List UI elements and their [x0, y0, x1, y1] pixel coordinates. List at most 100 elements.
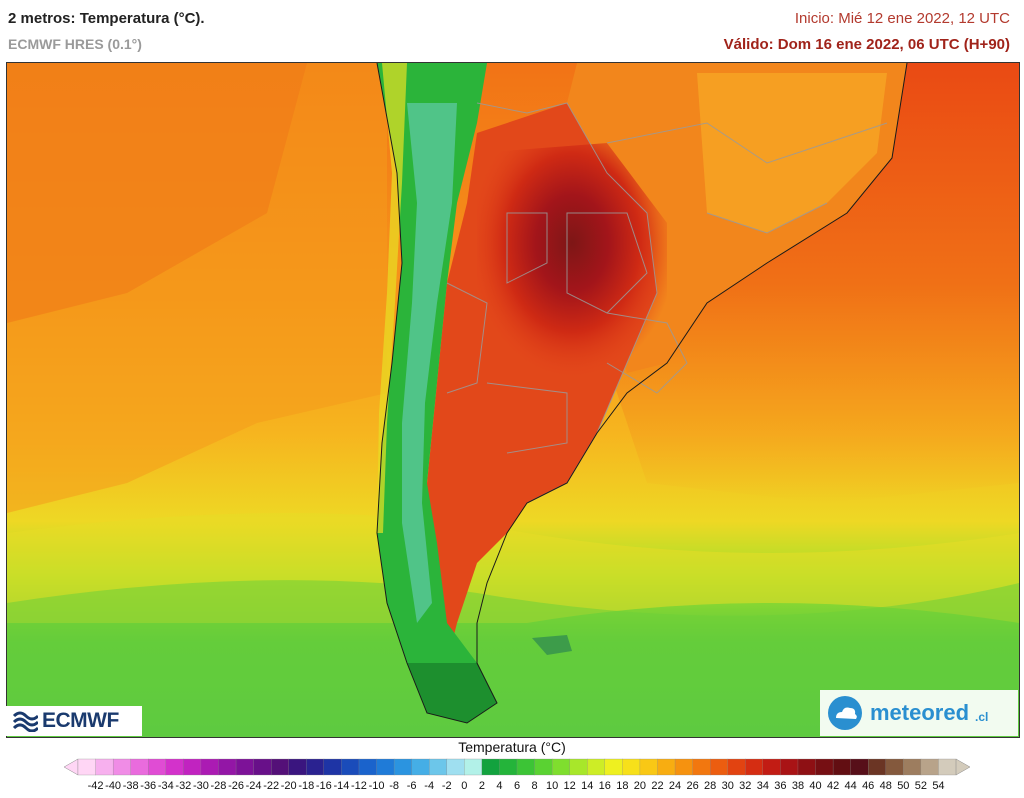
- falkland-islands: [532, 635, 572, 655]
- scale-cell: [832, 758, 852, 776]
- scale-cell: [797, 758, 816, 776]
- scale-cell: [306, 758, 325, 776]
- scale-tick-label: -18: [298, 780, 315, 792]
- scale-tick-label: -22: [263, 780, 280, 792]
- scale-cell: [271, 758, 290, 776]
- scale-cell: [341, 758, 360, 776]
- scale-cell: [815, 758, 834, 776]
- scale-cell: [148, 758, 167, 776]
- scale-tick-label: 2: [478, 780, 485, 792]
- scale-tick-label: -10: [368, 780, 385, 792]
- scale-cell: [464, 758, 483, 776]
- map-title: 2 metros: Temperatura (°C).: [8, 10, 205, 27]
- meteored-logo-text: meteored: [870, 700, 970, 725]
- scale-cell: [938, 758, 957, 776]
- scale-tick-label: -32: [175, 780, 192, 792]
- scale-tick-label: 34: [756, 780, 769, 792]
- meteored-logo-suffix: .cl: [975, 710, 989, 724]
- scale-cell: [499, 758, 518, 776]
- scale-cell: [534, 758, 553, 776]
- scale-cell: [903, 758, 922, 776]
- scale-cell: [183, 758, 202, 776]
- scale-cell: [288, 758, 307, 776]
- scale-cell: [253, 758, 272, 776]
- scale-cell: [516, 758, 536, 776]
- scale-tick-label: 54: [932, 780, 945, 792]
- scale-cell: [762, 758, 781, 776]
- ecmwf-icon: [12, 711, 38, 732]
- scale-tick-label: 14: [581, 780, 594, 792]
- scale-cell: [200, 758, 219, 776]
- ecmwf-logo-text: ECMWF: [42, 709, 119, 732]
- scale-tick-label: -34: [157, 780, 174, 792]
- scale-cell: [868, 758, 887, 776]
- scale-cell: [376, 758, 395, 776]
- scale-cell: [130, 758, 149, 776]
- legend-title: Temperatura (°C): [458, 739, 566, 755]
- scale-tick-label: 32: [739, 780, 752, 792]
- scale-tick-label: 6: [513, 780, 521, 792]
- scale-tick-label: 40: [809, 780, 822, 792]
- scale-tick-label: 28: [704, 780, 717, 792]
- color-scale-ticks: -42 -40 -38 -36 -34 -32 -30 -28 -26 -24 -22 -20 -18-…: [0, 780, 1024, 796]
- scale-cell: [235, 758, 255, 776]
- scale-cell: [850, 758, 869, 776]
- scale-cell: [710, 758, 729, 776]
- scale-tick-label: 44: [844, 780, 857, 792]
- scale-tick-label: 26: [686, 780, 699, 792]
- andes-chile-region: [377, 63, 487, 703]
- scale-cell: [165, 758, 184, 776]
- scale-cell: [727, 758, 746, 776]
- scale-tick-label: 50: [897, 780, 910, 792]
- scale-cell: [112, 758, 132, 776]
- scale-cell: [429, 758, 448, 776]
- scale-cell: [393, 758, 413, 776]
- scale-tick-label: -4: [424, 780, 435, 792]
- scale-tick-label: 42: [826, 780, 840, 792]
- temperature-map[interactable]: [6, 62, 1020, 738]
- scale-cell: [639, 758, 658, 776]
- scale-tick-label: -16: [315, 780, 332, 792]
- scale-cell: [920, 758, 939, 776]
- southern-green-band: [7, 580, 1019, 737]
- scale-tick-label: 20: [633, 780, 647, 792]
- scale-cell: [885, 758, 904, 776]
- scale-tick-label: -28: [210, 780, 227, 792]
- scale-cell: [77, 758, 97, 776]
- scale-tick-label: -12: [351, 780, 367, 792]
- init-time: Inicio: Mié 12 ene 2022, 12 UTC: [794, 10, 1010, 27]
- chile-coast-warm: [377, 63, 407, 533]
- scale-cell: [569, 758, 588, 776]
- scale-cell: [481, 758, 500, 776]
- meteored-logo: meteored .cl: [820, 690, 1018, 736]
- scale-cell: [411, 758, 430, 776]
- scale-cell: [358, 758, 377, 776]
- scale-tick-label: 46: [862, 780, 875, 792]
- tierra-del-fuego: [407, 663, 497, 723]
- pacific-north-zone: [7, 63, 307, 323]
- scale-tick-label: -6: [406, 780, 417, 792]
- scale-tick-label: 12: [563, 780, 576, 792]
- andes-snow-cold: [402, 103, 457, 623]
- scale-min-arrow: [64, 758, 79, 776]
- scale-cell: [323, 758, 342, 776]
- scale-tick-label: -14: [333, 780, 350, 792]
- scale-tick-label: -30: [192, 780, 209, 792]
- scale-tick-label: 36: [774, 780, 787, 792]
- scale-max-arrow: [955, 758, 970, 776]
- valid-time: Válido: Dom 16 ene 2022, 06 UTC (H+90): [723, 36, 1010, 53]
- scale-tick-label: -42: [87, 780, 104, 792]
- scale-tick-label: -8: [389, 780, 399, 792]
- scale-tick-label: -36: [140, 780, 157, 792]
- model-label: ECMWF HRES (0.1°): [8, 36, 142, 52]
- scale-tick-label: 22: [651, 780, 664, 792]
- scale-tick-label: -20: [280, 780, 297, 792]
- scale-tick-label: 38: [791, 780, 805, 792]
- scale-cell: [692, 758, 711, 776]
- scale-cell: [657, 758, 676, 776]
- scale-cell: [780, 758, 799, 776]
- scale-cell: [622, 758, 641, 776]
- coastline: [376, 63, 908, 724]
- meteored-cloud-icon: [828, 696, 862, 730]
- scale-tick-label: 18: [616, 780, 629, 792]
